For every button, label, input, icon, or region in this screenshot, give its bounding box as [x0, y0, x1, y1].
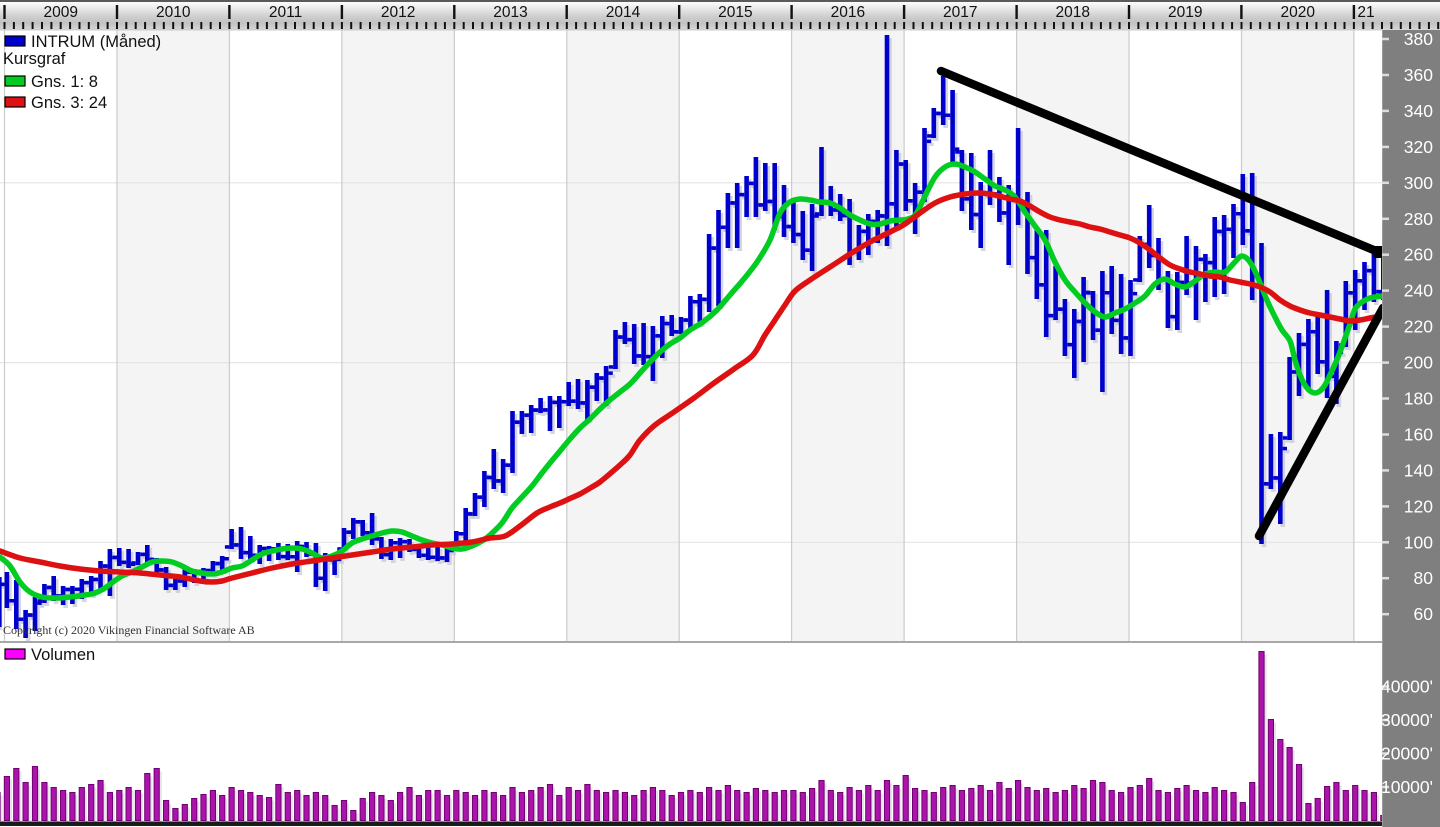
svg-text:Copyright (c) 2020 Vikingen Fi: Copyright (c) 2020 Vikingen Financial So… — [3, 623, 255, 637]
svg-text:2020: 2020 — [1280, 4, 1315, 21]
svg-text:360: 360 — [1404, 65, 1433, 85]
svg-text:20000': 20000' — [1381, 744, 1433, 764]
svg-text:200: 200 — [1404, 353, 1433, 373]
svg-text:2013: 2013 — [493, 4, 527, 21]
svg-text:2011: 2011 — [269, 4, 302, 21]
svg-text:140: 140 — [1404, 460, 1433, 480]
svg-text:340: 340 — [1404, 101, 1433, 121]
svg-text:2016: 2016 — [831, 4, 865, 21]
svg-text:Gns. 1: 8: Gns. 1: 8 — [31, 73, 98, 91]
svg-text:320: 320 — [1404, 137, 1433, 157]
svg-text:180: 180 — [1404, 389, 1433, 409]
svg-text:260: 260 — [1404, 245, 1433, 265]
svg-text:2012: 2012 — [381, 4, 415, 21]
svg-text:2015: 2015 — [718, 4, 752, 21]
svg-text:INTRUM (Måned): INTRUM (Måned) — [31, 33, 161, 51]
svg-text:Gns. 3: 24: Gns. 3: 24 — [31, 94, 107, 112]
svg-text:21: 21 — [1357, 4, 1374, 21]
svg-text:160: 160 — [1404, 425, 1433, 445]
svg-text:120: 120 — [1404, 496, 1433, 516]
svg-text:2019: 2019 — [1168, 4, 1202, 21]
svg-text:2017: 2017 — [943, 4, 977, 21]
svg-text:2010: 2010 — [156, 4, 191, 21]
svg-text:60: 60 — [1414, 604, 1434, 624]
svg-text:100: 100 — [1404, 532, 1433, 552]
svg-text:2018: 2018 — [1056, 4, 1090, 21]
svg-text:40000': 40000' — [1381, 677, 1433, 697]
svg-text:240: 240 — [1404, 281, 1433, 301]
svg-text:Volumen: Volumen — [31, 646, 95, 664]
svg-text:10000': 10000' — [1381, 777, 1433, 797]
svg-text:280: 280 — [1404, 209, 1433, 229]
svg-text:220: 220 — [1404, 317, 1433, 337]
svg-text:2009: 2009 — [43, 4, 77, 21]
svg-text:380: 380 — [1404, 29, 1433, 49]
svg-text:30000': 30000' — [1381, 710, 1433, 730]
svg-text:Kursgraf: Kursgraf — [3, 50, 66, 68]
svg-text:2014: 2014 — [606, 4, 641, 21]
svg-text:80: 80 — [1414, 568, 1434, 588]
svg-text:300: 300 — [1404, 173, 1433, 193]
